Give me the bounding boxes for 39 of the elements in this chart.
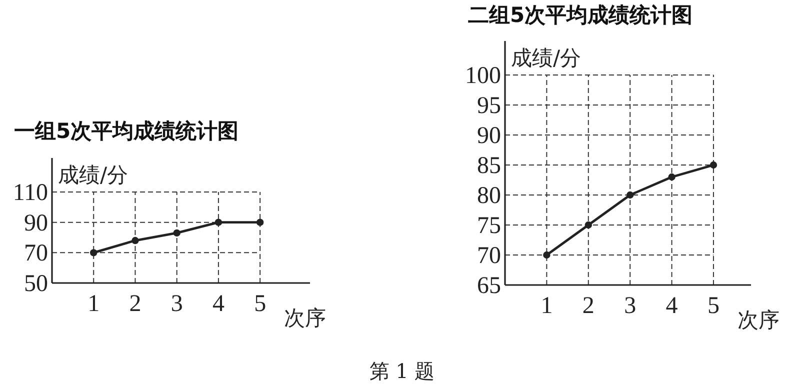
x-tick-label: 4: [666, 293, 678, 319]
y-tick-label: 70: [477, 243, 501, 269]
y-tick-label: 50: [24, 271, 48, 297]
point: [256, 218, 264, 226]
point: [173, 229, 180, 237]
x-tick-label: 4: [212, 291, 224, 317]
x-axis-title: 次序: [737, 308, 780, 332]
point: [584, 221, 592, 229]
y-tick-label: 100: [465, 63, 501, 89]
point: [90, 249, 98, 256]
point: [668, 173, 676, 181]
chart-title: 一组5次平均成绩统计图: [14, 119, 239, 143]
y-tick-label: 80: [477, 183, 501, 209]
y-tick-label: 65: [477, 273, 501, 299]
x-tick-label: 5: [707, 293, 720, 319]
chart-title: 二组5次平均成绩统计图: [468, 3, 693, 27]
text: 第 1 题: [369, 359, 435, 383]
x-tick-label: 2: [582, 293, 594, 319]
x-tick-label: 1: [540, 293, 553, 319]
x-tick-label: 3: [624, 293, 636, 319]
x-axis-title: 次序: [284, 306, 326, 330]
y-axis-title: 成绩/分: [511, 46, 582, 70]
point: [132, 236, 139, 244]
point: [543, 251, 550, 259]
point: [710, 161, 718, 169]
y-tick-label: 70: [24, 240, 48, 267]
x-tick-label: 3: [170, 291, 183, 317]
y-tick-label: 85: [477, 153, 501, 179]
x-tick-label: 5: [254, 291, 266, 317]
y-tick-label: 90: [24, 210, 48, 236]
x-tick-label: 1: [88, 291, 100, 317]
y-tick-label: 90: [477, 123, 501, 149]
y-tick-label: 95: [477, 93, 501, 119]
y-axis-title: 成绩/分: [58, 163, 128, 187]
point: [626, 191, 634, 199]
x-tick-label: 2: [129, 291, 142, 317]
y-tick-label: 110: [12, 180, 48, 206]
point: [214, 218, 222, 226]
y-tick-label: 75: [477, 213, 501, 239]
